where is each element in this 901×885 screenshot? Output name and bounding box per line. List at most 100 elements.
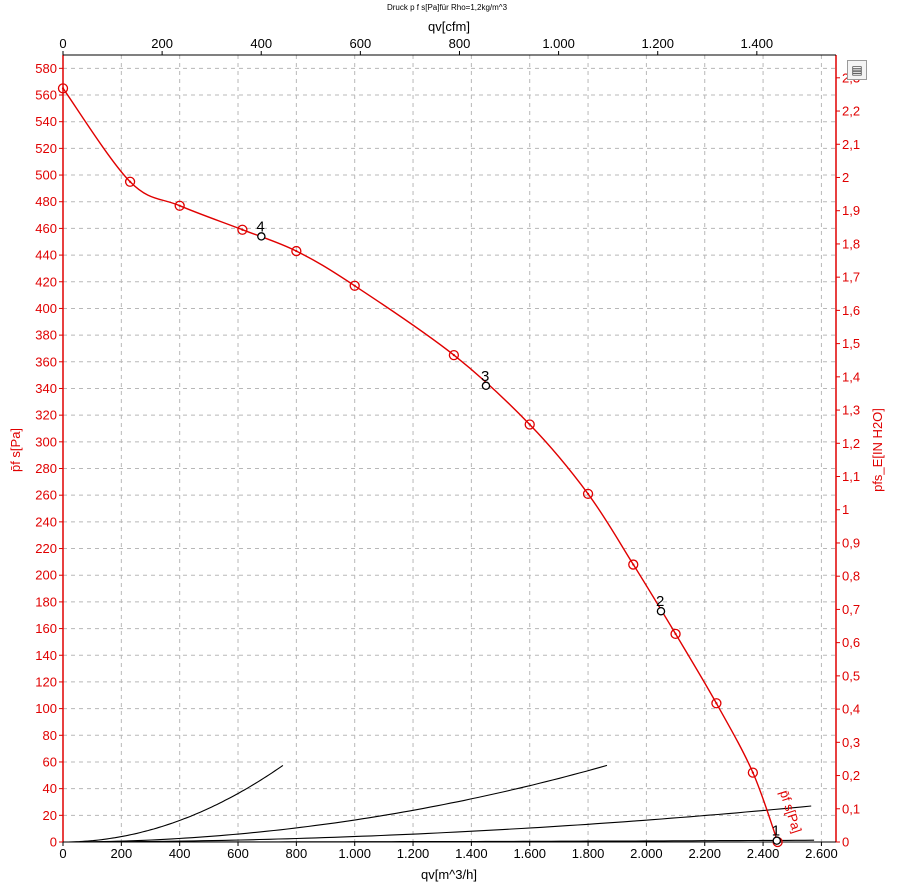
right-tick-label: 1,4 <box>842 369 860 384</box>
right-tick-label: 2,1 <box>842 137 860 152</box>
bottom-tick-label: 200 <box>110 846 132 861</box>
right-tick-label: 2,2 <box>842 104 860 119</box>
left-tick-label: 520 <box>35 141 57 156</box>
top-tick-label: 400 <box>250 36 272 51</box>
bottom-axis-title: qv[m^3/h] <box>421 867 477 882</box>
context-menu-icon: ▤ <box>851 63 863 77</box>
top-tick-label: 800 <box>449 36 471 51</box>
right-tick-label: 2 <box>842 170 849 185</box>
left-tick-label: 300 <box>35 434 57 449</box>
right-tick-label: 0,4 <box>842 702 860 717</box>
marker-ring <box>174 200 185 211</box>
marker-ring <box>291 245 302 257</box>
marker-ring <box>747 767 759 778</box>
marker-dot <box>751 771 754 774</box>
right-tick-label: 1,9 <box>842 203 860 218</box>
operating-point-3 <box>481 381 491 391</box>
left-tick-label: 320 <box>35 408 57 423</box>
fan-curve-marker <box>448 349 460 361</box>
right-tick-label: 0,6 <box>842 635 860 650</box>
top-axis-title: qv[cfm] <box>428 19 470 34</box>
left-tick-label: 0 <box>50 835 57 850</box>
bottom-tick-label: 400 <box>169 846 191 861</box>
fan-curve-marker <box>582 488 594 500</box>
left-tick-label: 20 <box>43 808 57 823</box>
right-tick-label: 1,1 <box>842 469 860 484</box>
system-curve-2 <box>63 764 608 843</box>
fan-curve-marker <box>711 698 722 709</box>
left-tick-label: 560 <box>35 88 57 103</box>
bottom-tick-label: 600 <box>227 846 249 861</box>
right-tick-label: 0,3 <box>842 735 860 750</box>
bottom-tick-label: 800 <box>286 846 308 861</box>
fan-curve-marker <box>291 245 302 257</box>
top-tick-label: 1.400 <box>741 36 774 51</box>
operating-point-1 <box>772 836 782 845</box>
bottom-tick-label: 2.000 <box>630 846 663 861</box>
fan-curve-marker <box>670 628 681 640</box>
right-tick-label: 0,5 <box>842 668 860 683</box>
marker-ring <box>448 349 460 361</box>
operating-point-label-1: 1 <box>772 823 780 840</box>
left-tick-label: 480 <box>35 194 57 209</box>
fan-curve-marker <box>174 200 185 211</box>
left-tick-label: 180 <box>35 594 57 609</box>
marker-ring <box>711 698 722 709</box>
fan-curve-marker <box>57 83 69 94</box>
left-axis-title: p̄f s[Pa] <box>8 428 23 472</box>
left-tick-label: 160 <box>35 621 57 636</box>
right-tick-label: 0,7 <box>842 602 860 617</box>
left-tick-label: 500 <box>35 168 57 183</box>
marker-ring <box>237 224 248 235</box>
marker-ring <box>349 280 360 291</box>
marker-dot <box>178 204 181 207</box>
top-tick-label: 1.200 <box>641 36 674 51</box>
left-tick-label: 440 <box>35 248 57 263</box>
bottom-tick-label: 1.600 <box>513 846 546 861</box>
marker-dot <box>715 702 718 705</box>
chart-menu-button[interactable]: ▤ <box>847 60 867 80</box>
left-tick-label: 60 <box>43 754 57 769</box>
left-tick-label: 380 <box>35 328 57 343</box>
right-tick-label: 1,6 <box>842 303 860 318</box>
left-tick-label: 460 <box>35 221 57 236</box>
left-tick-label: 80 <box>43 728 57 743</box>
system-curve-1 <box>63 764 284 843</box>
chart-title: Druck p f s[Pa]für Rho=1,2kg/m^3 <box>387 3 508 12</box>
left-tick-label: 360 <box>35 354 57 369</box>
bottom-tick-label: 1.800 <box>572 846 605 861</box>
marker-ring <box>124 176 136 187</box>
left-tick-label: 140 <box>35 648 57 663</box>
right-tick-label: 1,7 <box>842 270 860 285</box>
right-tick-label: 1 <box>842 502 849 517</box>
marker-dot <box>632 563 635 566</box>
top-tick-label: 0 <box>59 36 66 51</box>
top-tick-label: 1.000 <box>542 36 575 51</box>
left-tick-label: 100 <box>35 701 57 716</box>
right-axis-title: pfs_E[IN H2O] <box>870 408 885 492</box>
left-tick-label: 340 <box>35 381 57 396</box>
fan-curve-marker <box>349 280 360 291</box>
operating-point-2 <box>656 606 666 616</box>
fan-curve-marker <box>237 224 248 235</box>
right-tick-label: 1,5 <box>842 336 860 351</box>
fan-curve-marker <box>124 176 136 187</box>
bottom-tick-label: 2.200 <box>688 846 721 861</box>
marker-ring <box>524 419 535 430</box>
marker-dot <box>452 354 455 357</box>
bottom-tick-label: 2.600 <box>805 846 838 861</box>
fan-curve-line <box>62 87 779 843</box>
marker-dot <box>61 87 65 90</box>
left-tick-label: 420 <box>35 274 57 289</box>
bottom-tick-label: 1.400 <box>455 846 488 861</box>
marker-dot <box>674 632 677 636</box>
operating-point-label-4: 4 <box>256 218 264 235</box>
right-tick-label: 0,8 <box>842 569 860 584</box>
marker-ring <box>670 628 681 640</box>
right-tick-label: 0,9 <box>842 535 860 550</box>
right-tick-label: 1,3 <box>842 403 860 418</box>
marker-ring <box>628 559 639 570</box>
operating-point-label-2: 2 <box>656 593 664 610</box>
